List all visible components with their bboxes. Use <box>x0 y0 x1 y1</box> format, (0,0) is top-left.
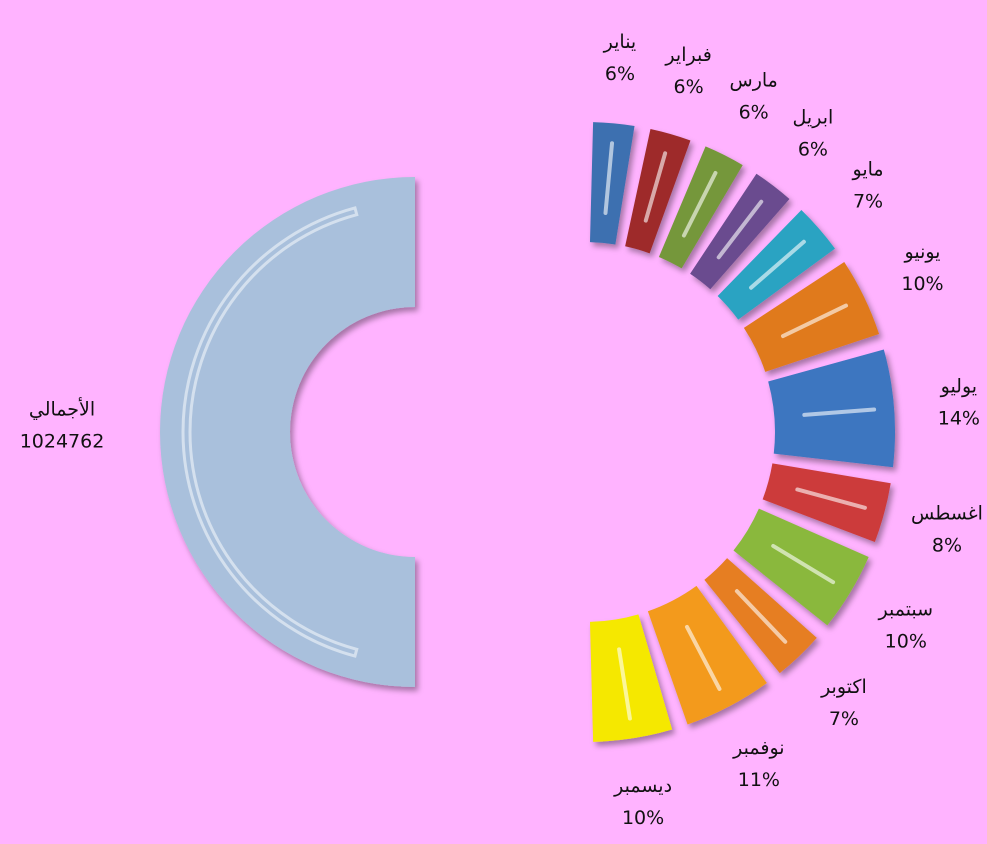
highlight <box>685 624 722 691</box>
total-value: 1024762 <box>20 431 105 453</box>
segment <box>762 463 891 542</box>
segment <box>768 349 895 468</box>
highlight <box>795 487 867 510</box>
highlight <box>749 239 806 290</box>
highlight <box>734 589 788 644</box>
category-label: يوليو <box>940 375 977 397</box>
segment <box>589 122 635 245</box>
category-label: ابريل <box>793 107 834 129</box>
highlight <box>617 647 632 721</box>
highlight <box>771 543 836 585</box>
category-label: مايو <box>852 159 884 181</box>
segment <box>743 262 880 372</box>
value-label: 6% <box>674 76 704 98</box>
category-label: يونيو <box>904 241 941 263</box>
segment <box>625 128 691 254</box>
category-label: مارس <box>730 70 778 92</box>
value-label: 10% <box>885 631 927 653</box>
value-label: 7% <box>853 191 883 213</box>
category-label: اغسطس <box>911 502 983 524</box>
category-label: اكتوبر <box>820 676 867 698</box>
value-label: 6% <box>605 63 635 85</box>
segment <box>589 614 673 742</box>
category-label: نوفمبر <box>732 737 784 759</box>
highlight <box>603 141 615 215</box>
value-label: 7% <box>829 708 859 730</box>
segment <box>658 146 743 269</box>
category-label: سبتمبر <box>878 599 934 621</box>
value-label: 6% <box>798 139 828 161</box>
category-label: يناير <box>603 31 637 53</box>
value-label: 11% <box>738 769 780 791</box>
value-label: 6% <box>739 102 769 124</box>
segment <box>733 508 869 626</box>
segment <box>647 585 767 725</box>
category-label: ديسمبر <box>613 775 672 797</box>
total-ring <box>160 177 415 687</box>
highlight <box>802 407 877 417</box>
highlight <box>716 199 764 260</box>
total-label: الأجمالي <box>29 398 95 421</box>
category-label: فبراير <box>664 44 711 66</box>
value-label: 8% <box>932 534 962 556</box>
value-label: 10% <box>901 273 943 295</box>
highlight <box>781 303 849 339</box>
highlight <box>643 151 668 223</box>
highlight <box>681 170 718 238</box>
value-label: 10% <box>622 807 664 829</box>
value-label: 14% <box>938 407 980 429</box>
highlight <box>181 206 359 658</box>
